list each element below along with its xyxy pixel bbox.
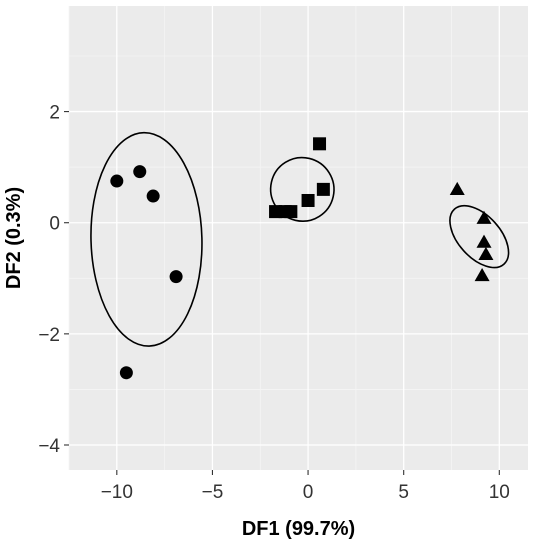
y-tick-label: 2 xyxy=(49,103,60,124)
y-tick-label: −2 xyxy=(38,325,60,346)
square-point xyxy=(284,205,298,219)
data-points xyxy=(110,137,494,380)
circle-point xyxy=(119,366,133,380)
square-point xyxy=(313,137,327,151)
x-tick-labels: −10 −5 0 5 10 xyxy=(101,482,510,503)
triangle-point xyxy=(476,210,492,224)
y-tick-labels: −4 −2 0 2 xyxy=(38,103,60,457)
triangle-point xyxy=(449,181,465,196)
minor-gridlines xyxy=(68,6,528,470)
square-point xyxy=(316,182,330,196)
circle-point xyxy=(169,270,183,284)
x-tick-label: 10 xyxy=(489,482,510,503)
y-tick-label: −4 xyxy=(38,436,60,457)
group-1-ellipse xyxy=(90,131,203,347)
group-3-ellipse xyxy=(449,204,510,269)
triangle-point xyxy=(478,246,494,261)
y-tick-label: 0 xyxy=(49,214,60,235)
circle-point xyxy=(110,174,124,188)
x-axis-title: DF1 (99.7%) xyxy=(242,518,355,540)
triangle-point xyxy=(474,268,490,282)
circle-point xyxy=(146,189,160,203)
x-tick-label: −10 xyxy=(101,482,133,503)
axis-ticks xyxy=(64,111,500,475)
y-axis-title: DF2 (0.3%) xyxy=(3,187,25,289)
x-tick-label: −5 xyxy=(202,482,224,503)
major-gridlines xyxy=(69,6,528,470)
plot-panel xyxy=(69,6,528,470)
square-point xyxy=(301,193,315,207)
x-tick-label: 5 xyxy=(398,482,409,503)
circle-point xyxy=(133,165,147,179)
x-tick-label: 0 xyxy=(303,482,314,503)
triangle-point xyxy=(476,234,492,248)
